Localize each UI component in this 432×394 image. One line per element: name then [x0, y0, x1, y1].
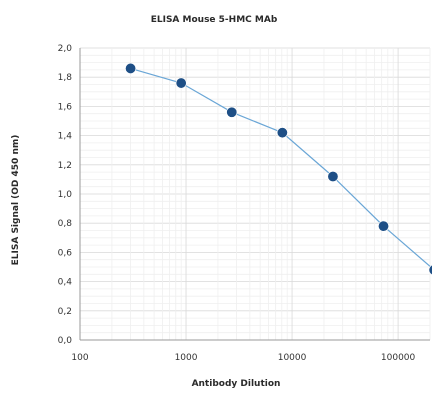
data-point: [125, 62, 137, 74]
y-axis-label: ELISA Signal (OD 450 nm): [11, 135, 21, 266]
x-tick-label: 10000: [278, 353, 307, 363]
y-tick-label: 1,0: [58, 190, 73, 200]
x-tick-label: 100: [71, 353, 88, 363]
x-axis-label: Antibody Dilution: [192, 379, 281, 389]
chart-title: ELISA Mouse 5-HMC MAb: [151, 15, 278, 25]
data-point: [327, 170, 339, 182]
data-point: [226, 106, 238, 118]
x-tick-label: 1000: [175, 353, 198, 363]
y-tick-label: 1,2: [58, 161, 72, 171]
x-tick-label: 100000: [381, 353, 416, 363]
data-point: [428, 264, 432, 275]
data-point: [276, 127, 288, 139]
y-tick-label: 0,6: [58, 248, 73, 258]
axes: [79, 48, 430, 341]
y-tick-label: 0,8: [58, 219, 73, 229]
data-point: [175, 77, 187, 89]
tick-labels: 0,0 0,2 0,4 0,6 0,8 1,0 1,2 1,4 1,6 1,8 2,0 100 1000…: [58, 44, 416, 363]
y-tick-label: 0,4: [58, 278, 73, 288]
data-point: [378, 220, 390, 232]
y-tick-label: 1,4: [58, 132, 73, 142]
data-series: [125, 62, 432, 275]
y-tick-label: 1,8: [58, 73, 73, 83]
y-tick-label: 2,0: [58, 44, 73, 54]
y-tick-label: 0,0: [58, 336, 73, 346]
y-tick-label: 0,2: [58, 307, 72, 317]
y-tick-label: 1,6: [58, 102, 73, 112]
grid: [79, 47, 431, 341]
